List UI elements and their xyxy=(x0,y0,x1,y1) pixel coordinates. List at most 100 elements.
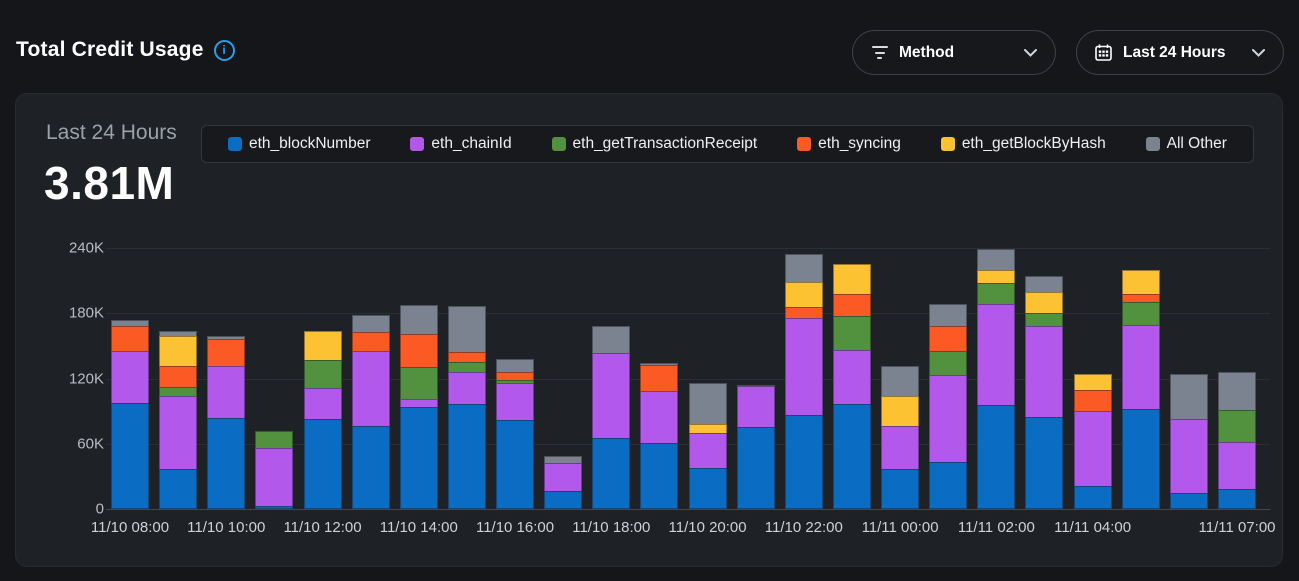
bar-segment-eth_getBlockByHash[interactable] xyxy=(881,395,920,426)
date-range-dropdown[interactable]: Last 24 Hours xyxy=(1076,30,1284,75)
bar-segment-All Other[interactable] xyxy=(784,254,823,283)
bar-segment-eth_syncing[interactable] xyxy=(159,366,198,387)
bar-segment-eth_chainId[interactable] xyxy=(351,350,390,426)
bar-segment-eth_blockNumber[interactable] xyxy=(832,403,871,509)
bar-segment-eth_syncing[interactable] xyxy=(399,334,438,368)
bar-segment-eth_getBlockByHash[interactable] xyxy=(1073,374,1112,391)
bar-segment-eth_blockNumber[interactable] xyxy=(496,420,535,509)
bar-segment-eth_chainId[interactable] xyxy=(1169,418,1208,493)
bar-segment-All Other[interactable] xyxy=(447,305,486,353)
legend-item-eth_blockNumber[interactable]: eth_blockNumber xyxy=(228,135,370,153)
bar-segment-eth_chainId[interactable] xyxy=(255,448,294,507)
bar-segment-eth_chainId[interactable] xyxy=(929,374,968,463)
bar-segment-eth_getTransactionReceipt[interactable] xyxy=(1218,409,1256,443)
bar-segment-eth_getBlockByHash[interactable] xyxy=(832,263,871,295)
bar-segment-eth_syncing[interactable] xyxy=(207,339,246,366)
bar-segment-eth_blockNumber[interactable] xyxy=(881,469,920,509)
bar-segment-eth_chainId[interactable] xyxy=(544,462,583,492)
bar-segment-eth_getTransactionReceipt[interactable] xyxy=(255,430,294,449)
bar-segment-eth_getTransactionReceipt[interactable] xyxy=(399,367,438,400)
bar-segment-eth_chainId[interactable] xyxy=(688,432,727,468)
bar-segment-eth_blockNumber[interactable] xyxy=(736,426,775,509)
bar-segment-eth_chainId[interactable] xyxy=(881,425,920,470)
legend-item-eth_getTransactionReceipt[interactable]: eth_getTransactionReceipt xyxy=(551,135,757,153)
legend-item-All Other[interactable]: All Other xyxy=(1145,135,1227,153)
bar-segment-eth_getTransactionReceipt[interactable] xyxy=(159,386,198,396)
bar-segment-eth_getBlockByHash[interactable] xyxy=(688,423,727,433)
bar-segment-eth_chainId[interactable] xyxy=(977,304,1016,406)
bar-segment-eth_blockNumber[interactable] xyxy=(1025,416,1064,509)
bar-segment-eth_chainId[interactable] xyxy=(1121,325,1160,409)
bar-segment-eth_syncing[interactable] xyxy=(1121,294,1160,303)
bar-segment-All Other[interactable] xyxy=(207,336,246,340)
bar-segment-eth_chainId[interactable] xyxy=(111,351,149,403)
bar-segment-All Other[interactable] xyxy=(111,320,149,327)
bar-segment-eth_syncing[interactable] xyxy=(640,365,679,392)
bar-segment-eth_blockNumber[interactable] xyxy=(688,467,727,509)
bar-segment-eth_blockNumber[interactable] xyxy=(592,438,631,509)
bar-segment-eth_getTransactionReceipt[interactable] xyxy=(1121,302,1160,326)
bar-segment-eth_chainId[interactable] xyxy=(736,386,775,427)
bar-segment-All Other[interactable] xyxy=(544,456,583,463)
bar-segment-eth_chainId[interactable] xyxy=(592,352,631,439)
bar-segment-eth_getTransactionReceipt[interactable] xyxy=(736,384,775,387)
bar-segment-eth_blockNumber[interactable] xyxy=(544,491,583,509)
bar-segment-eth_blockNumber[interactable] xyxy=(640,442,679,509)
bar-segment-All Other[interactable] xyxy=(351,314,390,333)
bar-segment-eth_syncing[interactable] xyxy=(929,326,968,352)
bar-segment-eth_syncing[interactable] xyxy=(111,326,149,352)
bar-segment-eth_blockNumber[interactable] xyxy=(1121,408,1160,509)
info-icon[interactable]: i xyxy=(213,39,235,61)
bar-segment-eth_getTransactionReceipt[interactable] xyxy=(832,315,871,351)
bar-segment-eth_chainId[interactable] xyxy=(1218,442,1256,490)
bar-segment-eth_getBlockByHash[interactable] xyxy=(303,331,342,361)
bar-segment-eth_blockNumber[interactable] xyxy=(255,506,294,509)
bar-segment-All Other[interactable] xyxy=(640,363,679,366)
bar-segment-eth_chainId[interactable] xyxy=(784,317,823,415)
legend-item-eth_chainId[interactable]: eth_chainId xyxy=(410,135,512,153)
bar-segment-eth_getTransactionReceipt[interactable] xyxy=(977,283,1016,305)
bar-segment-All Other[interactable] xyxy=(592,326,631,353)
bar-segment-eth_blockNumber[interactable] xyxy=(784,414,823,509)
bar-segment-All Other[interactable] xyxy=(688,383,727,424)
bar-segment-eth_syncing[interactable] xyxy=(447,352,486,363)
bar-segment-All Other[interactable] xyxy=(399,304,438,335)
bar-segment-eth_blockNumber[interactable] xyxy=(1218,489,1256,509)
bar-segment-All Other[interactable] xyxy=(1218,372,1256,410)
bar-segment-eth_getBlockByHash[interactable] xyxy=(977,269,1016,284)
bar-segment-eth_blockNumber[interactable] xyxy=(351,425,390,509)
bar-segment-eth_getTransactionReceipt[interactable] xyxy=(496,380,535,383)
bar-segment-eth_chainId[interactable] xyxy=(640,391,679,443)
bar-segment-eth_syncing[interactable] xyxy=(351,332,390,351)
bar-segment-eth_chainId[interactable] xyxy=(207,366,246,418)
bar-segment-eth_getTransactionReceipt[interactable] xyxy=(929,351,968,375)
bar-segment-eth_blockNumber[interactable] xyxy=(159,469,198,509)
bar-segment-eth_chainId[interactable] xyxy=(399,399,438,407)
bar-segment-All Other[interactable] xyxy=(977,248,1016,270)
bar-segment-eth_blockNumber[interactable] xyxy=(929,462,968,509)
bar-segment-eth_blockNumber[interactable] xyxy=(399,406,438,509)
bar-segment-eth_syncing[interactable] xyxy=(832,294,871,316)
bar-segment-eth_getTransactionReceipt[interactable] xyxy=(303,360,342,388)
bar-segment-All Other[interactable] xyxy=(881,366,920,396)
bar-segment-eth_blockNumber[interactable] xyxy=(207,417,246,509)
bar-segment-eth_blockNumber[interactable] xyxy=(447,404,486,509)
bar-segment-eth_getTransactionReceipt[interactable] xyxy=(447,362,486,372)
bar-segment-eth_blockNumber[interactable] xyxy=(1073,486,1112,509)
bar-segment-eth_blockNumber[interactable] xyxy=(303,418,342,509)
bar-segment-All Other[interactable] xyxy=(1169,373,1208,419)
bar-segment-eth_getTransactionReceipt[interactable] xyxy=(1025,312,1064,326)
bar-segment-eth_getBlockByHash[interactable] xyxy=(159,336,198,367)
bar-segment-eth_syncing[interactable] xyxy=(496,371,535,381)
bar-segment-eth_chainId[interactable] xyxy=(1025,325,1064,417)
bar-segment-eth_chainId[interactable] xyxy=(447,371,486,405)
bar-segment-All Other[interactable] xyxy=(929,304,968,327)
bar-segment-All Other[interactable] xyxy=(1025,275,1064,293)
bar-segment-eth_getBlockByHash[interactable] xyxy=(784,282,823,307)
bar-segment-eth_blockNumber[interactable] xyxy=(111,402,149,509)
bar-segment-eth_chainId[interactable] xyxy=(496,382,535,421)
legend-item-eth_syncing[interactable]: eth_syncing xyxy=(797,135,901,153)
method-dropdown[interactable]: Method xyxy=(852,30,1056,75)
bar-segment-All Other[interactable] xyxy=(159,331,198,337)
bar-segment-eth_getBlockByHash[interactable] xyxy=(1121,270,1160,295)
